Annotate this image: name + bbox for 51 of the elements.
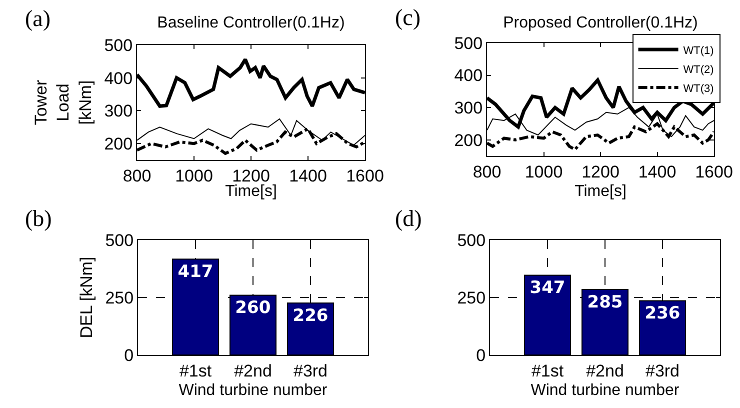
data-label: 236 bbox=[644, 304, 680, 324]
x-tick-label: #2nd bbox=[586, 361, 624, 380]
text: (a) bbox=[25, 6, 51, 31]
text: (d) bbox=[395, 206, 422, 231]
data-label: 347 bbox=[530, 278, 566, 298]
data-label: 417 bbox=[178, 262, 214, 282]
x-axis-title: Time[s] bbox=[574, 183, 626, 200]
y-tick-label: 200 bbox=[454, 130, 483, 150]
x-tick-label: 1200 bbox=[582, 162, 620, 182]
y-tick-label: 400 bbox=[454, 66, 483, 86]
text: (b) bbox=[25, 206, 52, 231]
x-axis-title: Wind turbine number bbox=[178, 382, 328, 400]
data-label: 226 bbox=[292, 306, 328, 326]
x-axis-title: Time[s] bbox=[225, 183, 277, 200]
x-tick-label: 1600 bbox=[346, 166, 384, 186]
x-tick-label: 1400 bbox=[289, 166, 327, 186]
y-tick-label: 300 bbox=[454, 98, 483, 118]
legend-label: WT(1) bbox=[683, 44, 714, 57]
x-tick-label: #3rd bbox=[293, 361, 328, 380]
y-tick-label: 500 bbox=[454, 34, 483, 53]
y-tick-label: 500 bbox=[104, 36, 133, 55]
y-tick-label: 250 bbox=[457, 288, 486, 308]
legend-label: WT(3) bbox=[683, 82, 714, 95]
legend-label: WT(2) bbox=[683, 64, 714, 76]
y-tick-label: 0 bbox=[124, 346, 134, 365]
x-tick-label: #1st bbox=[531, 361, 564, 380]
x-tick-label: 1000 bbox=[175, 166, 213, 186]
x-tick-label: 1200 bbox=[232, 166, 270, 186]
x-axis-title: Wind turbine number bbox=[530, 382, 680, 400]
x-tick-label: 1600 bbox=[695, 162, 733, 182]
chart-title: Baseline Controller(0.1Hz) bbox=[157, 14, 345, 32]
y-tick-label: 0 bbox=[476, 346, 486, 365]
x-tick-label: 1400 bbox=[638, 162, 676, 182]
chart-title: Proposed Controller(0.1Hz) bbox=[503, 14, 698, 32]
y-tick-label: 200 bbox=[104, 134, 133, 154]
x-tick-label: 1000 bbox=[524, 162, 563, 182]
y-tick-label: 250 bbox=[105, 288, 134, 308]
y-tick-label: 300 bbox=[104, 102, 133, 121]
y-tick-label: 500 bbox=[105, 230, 134, 250]
data-label: 285 bbox=[587, 292, 623, 312]
x-tick-label: 800 bbox=[122, 166, 152, 186]
x-tick-label: #3rd bbox=[645, 361, 680, 380]
x-tick-label: #2nd bbox=[234, 361, 272, 380]
x-tick-label: 800 bbox=[472, 162, 502, 182]
y-axis-title: DEL [kNm] bbox=[76, 256, 96, 338]
y-tick-label: 500 bbox=[457, 230, 486, 250]
x-tick-label: #1st bbox=[179, 361, 212, 380]
y-tick-label: 400 bbox=[104, 68, 133, 88]
data-label: 260 bbox=[235, 298, 271, 318]
y-axis-title: Tower Load [kNm] bbox=[32, 79, 95, 126]
text: (c) bbox=[395, 5, 421, 30]
